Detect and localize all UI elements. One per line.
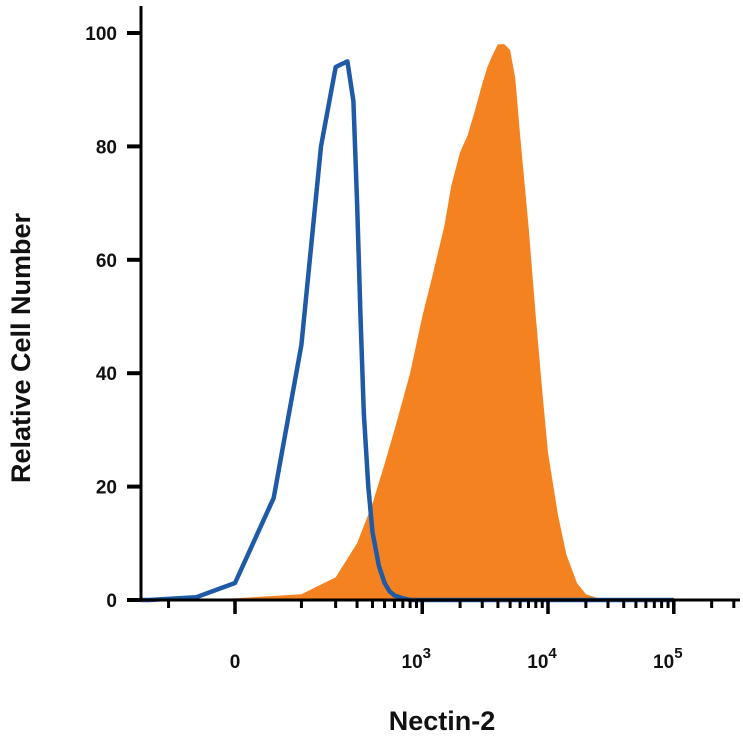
y-tick-label: 0	[106, 591, 117, 612]
filled-histogram-series	[141, 44, 674, 601]
y-tick-label: 100	[85, 24, 117, 45]
y-tick-label: 20	[96, 478, 117, 499]
x-tick-label-exponent: 3	[423, 645, 431, 662]
x-axis-title: Nectin-2	[389, 706, 496, 736]
x-tick-label: 103	[402, 645, 431, 673]
x-tick-label-base: 10	[402, 652, 423, 673]
y-axis-title: Relative Cell Number	[6, 212, 36, 483]
y-tick-label: 80	[96, 137, 117, 158]
x-tick-label-exponent: 4	[548, 645, 557, 662]
x-axis-ticks: 0 103 104 105	[167, 600, 736, 673]
x-tick-label-base: 10	[653, 652, 674, 673]
x-tick-label-exponent: 5	[674, 645, 682, 662]
x-tick-label-base: 10	[527, 652, 548, 673]
y-axis-ticks: 0 20 40 60 80 100	[85, 24, 141, 612]
x-tick-label: 0	[230, 652, 241, 673]
y-tick-label: 40	[96, 364, 117, 385]
x-tick-label: 104	[527, 645, 557, 673]
x-tick-label-base: 0	[230, 652, 241, 673]
y-tick-label: 60	[96, 251, 117, 272]
x-tick-label: 105	[653, 645, 682, 673]
